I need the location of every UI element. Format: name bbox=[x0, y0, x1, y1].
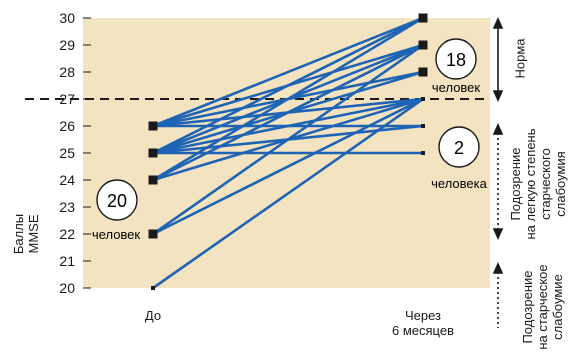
y-tick-label: 26 bbox=[59, 118, 75, 134]
mild-label: Подозрение на легкую степень старческого сл… bbox=[508, 128, 568, 240]
after-normal-annotation: 18 человек bbox=[432, 38, 481, 95]
series-lines bbox=[151, 16, 425, 290]
series-line bbox=[151, 43, 425, 236]
y-tick-label: 25 bbox=[59, 145, 75, 161]
after-marker bbox=[421, 124, 425, 128]
y-tick-label: 21 bbox=[59, 253, 75, 269]
after-mild-number: 2 bbox=[454, 138, 464, 158]
series-line bbox=[151, 16, 425, 128]
y-axis-label: Баллы MMSE bbox=[11, 213, 41, 255]
dementia-label: Подозрение на старческое слабоумие bbox=[520, 264, 565, 350]
x-tick-label: До bbox=[145, 308, 161, 323]
y-tick-label: 24 bbox=[59, 172, 75, 188]
series-line bbox=[151, 16, 425, 155]
after-normal-number: 18 bbox=[446, 50, 466, 70]
x-tick-labels: До Через 6 месяцев bbox=[145, 308, 454, 338]
y-tick-label: 27 bbox=[59, 91, 75, 107]
series-line bbox=[151, 97, 425, 236]
after-marker bbox=[421, 151, 425, 155]
before-count-unit: человек bbox=[92, 227, 141, 242]
x-tick-label: Через 6 месяцев bbox=[392, 308, 454, 338]
series-line bbox=[151, 16, 425, 182]
series-line bbox=[151, 97, 425, 290]
after-marker bbox=[418, 40, 428, 50]
markers bbox=[148, 13, 428, 290]
after-marker bbox=[421, 97, 425, 101]
series-line bbox=[151, 97, 425, 155]
norm-label: Норма bbox=[512, 38, 528, 79]
before-count-number: 20 bbox=[107, 191, 127, 211]
y-tick-label: 22 bbox=[59, 226, 75, 242]
dementia-range-arrow bbox=[492, 262, 504, 328]
before-marker bbox=[151, 286, 155, 290]
y-tick-label: 30 bbox=[59, 10, 75, 26]
before-count-annotation: 20 человек bbox=[92, 179, 141, 242]
after-mild-unit: человека bbox=[431, 176, 487, 191]
before-marker bbox=[148, 229, 158, 239]
y-gridlines bbox=[83, 17, 91, 289]
y-tick-labels: 20 21 22 23 24 25 26 27 28 29 30 bbox=[59, 10, 75, 296]
after-marker bbox=[418, 13, 428, 23]
after-mild-annotation: 2 человека bbox=[431, 126, 488, 191]
before-marker bbox=[148, 148, 158, 158]
series-line bbox=[151, 43, 425, 182]
y-tick-label: 23 bbox=[59, 199, 75, 215]
norm-range-arrow bbox=[492, 17, 504, 102]
after-marker bbox=[418, 67, 428, 77]
mild-range-arrow bbox=[492, 123, 504, 240]
after-normal-unit: человек bbox=[432, 80, 481, 95]
y-tick-label: 20 bbox=[59, 280, 75, 296]
y-tick-label: 28 bbox=[59, 64, 75, 80]
y-tick-label: 29 bbox=[59, 37, 75, 53]
before-marker bbox=[148, 121, 158, 131]
before-marker bbox=[148, 175, 158, 185]
